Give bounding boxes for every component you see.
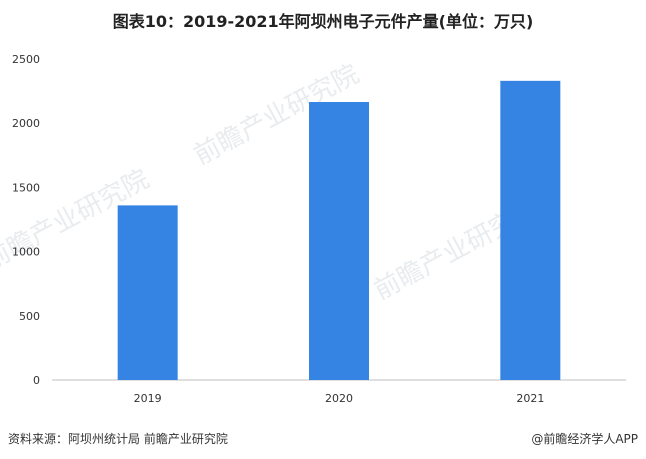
- x-axis-ticks: 2019 2020 2021: [134, 392, 545, 405]
- y-tick-label: 1500: [12, 181, 40, 194]
- chart-title: 图表10：2019-2021年阿坝州电子元件产量(单位：万只): [112, 12, 534, 31]
- bars: [117, 80, 561, 380]
- y-tick-label: 2500: [12, 53, 40, 66]
- x-tick-label: 2019: [134, 392, 162, 405]
- brand-credit: @前瞻经济学人APP: [531, 432, 638, 446]
- y-tick-label: 1000: [12, 246, 40, 259]
- x-tick-label: 2020: [325, 392, 353, 405]
- bar-2020: [309, 102, 369, 380]
- x-tick-label: 2021: [516, 392, 544, 405]
- y-tick-label: 2000: [12, 117, 40, 130]
- y-tick-label: 500: [19, 310, 40, 323]
- y-axis-ticks: 0 500 1000 1500 2000 2500: [12, 53, 40, 387]
- y-tick-label: 0: [33, 374, 40, 387]
- source-note: 资料来源：阿坝州统计局 前瞻产业研究院: [8, 432, 228, 446]
- bar-2021: [500, 80, 561, 380]
- bar-2019: [117, 205, 178, 380]
